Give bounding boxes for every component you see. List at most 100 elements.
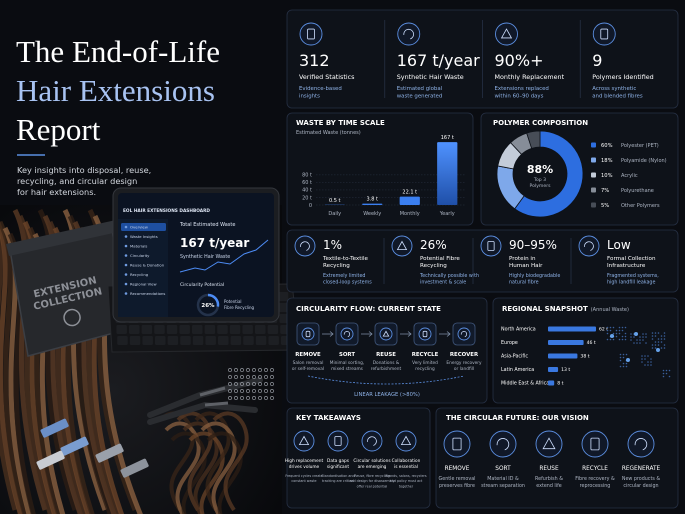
map-dot [654, 344, 657, 346]
flow-arrow [439, 331, 451, 337]
dashboard-caption: Synthetic Hair Waste [180, 254, 230, 260]
key [117, 336, 128, 345]
map-dot [630, 336, 632, 338]
map-dot [651, 338, 654, 340]
icon-glyph [298, 435, 310, 445]
map-dot [619, 356, 622, 359]
map-dot [665, 372, 668, 375]
chart-title: POLYMER COMPOSITION [493, 119, 588, 127]
icon-ring [361, 430, 383, 452]
flow-label: RECOVER [450, 352, 479, 358]
region-label: Europe [501, 340, 518, 346]
impact-value: Low [607, 238, 631, 252]
hair-curl [176, 411, 213, 512]
panel [492, 297, 679, 404]
map-dot [624, 332, 627, 335]
section-title: KEY TAKEAWAYS [296, 414, 361, 422]
legend-label: Other Polymers [621, 203, 660, 209]
map-dot [621, 329, 624, 332]
x-tick-label: Weekly [363, 211, 381, 217]
key [204, 325, 216, 334]
hair-curl [194, 411, 231, 512]
map-dot [618, 338, 621, 341]
flow-arrow [361, 331, 373, 337]
map-dot [641, 355, 643, 357]
icon-glyph [584, 241, 594, 251]
map-dot [624, 338, 627, 341]
icon-glyph [367, 436, 377, 446]
takeaway-label: significant [327, 464, 350, 470]
impact-value: 1% [323, 238, 342, 252]
map-dot [630, 339, 632, 341]
takeaway-note: together [399, 484, 414, 488]
dashboard-label: Total Estimated Waste [179, 222, 235, 228]
micro-ring [228, 375, 232, 379]
flow-note: mixed streams [331, 366, 364, 372]
menu-highlight [121, 223, 166, 231]
map-dot [663, 347, 666, 349]
hbar [548, 326, 596, 332]
dashboard-value: 26% [201, 303, 215, 309]
legend-value: 7% [601, 188, 609, 194]
bar [362, 203, 383, 205]
icon-glyph [460, 331, 467, 338]
donut-center-label: Polymers [530, 183, 552, 189]
donut-segment [526, 130, 541, 149]
map-dot [606, 329, 609, 332]
micro-ring [252, 368, 256, 372]
subtitle: for hair extensions. [17, 187, 96, 197]
micro-ring [240, 396, 244, 400]
legend-swatch [591, 157, 596, 163]
vision-label: REUSE [539, 466, 559, 472]
flow-note: Minimal sorting, [330, 360, 365, 366]
icon-glyph [422, 330, 428, 338]
subtitle: Key insights into disposal, reuse, [17, 165, 151, 175]
panel [286, 112, 474, 226]
hair-curl [182, 421, 219, 514]
map-dot [622, 362, 625, 365]
menu-dot [124, 263, 128, 267]
legend-label: Polyester (PET) [621, 143, 659, 149]
flow-note: Salon removal [293, 360, 324, 366]
icon-ring [293, 430, 315, 452]
value-label: 0.5 t [329, 198, 341, 204]
micro-ring [258, 368, 262, 372]
key [116, 325, 127, 334]
dashboard-title: EOL HAIR EXTENSIONS DASHBOARD [123, 208, 210, 214]
bar [437, 142, 458, 205]
icon-glyph [452, 437, 462, 451]
micro-ring [228, 382, 232, 386]
map-dot [668, 369, 671, 372]
impact-note: closed-loop systems [323, 280, 372, 286]
map-dot [644, 358, 646, 360]
menu-dot [124, 292, 128, 295]
key [154, 325, 165, 334]
tape-weft [36, 450, 65, 470]
map-dot [668, 375, 671, 378]
flow-label: SORT [339, 352, 355, 358]
icon-ring [457, 327, 471, 341]
stat-note: Across synthetic [592, 86, 636, 92]
map-dot [644, 364, 646, 366]
flow-label: RECYCLE [412, 352, 439, 358]
icon-glyph [300, 241, 310, 251]
map-dot [651, 344, 654, 346]
icon-glyph [403, 28, 414, 40]
takeaway-note: and policy must act [390, 479, 423, 483]
vision-note: extend life [536, 483, 562, 489]
key [180, 336, 191, 345]
map-dot [647, 355, 649, 357]
legend-swatch [591, 172, 596, 178]
map-dot [651, 335, 654, 337]
takeaway-label: High replacement [285, 458, 324, 464]
icon-ring [395, 430, 417, 452]
key [278, 303, 290, 312]
micro-ring [252, 396, 256, 400]
menu-dot [124, 235, 128, 238]
hair-strand [0, 221, 24, 514]
vision-note: preserves fibre [439, 483, 475, 489]
impact-note: investment & scale [420, 280, 466, 286]
map-dot [639, 339, 641, 341]
tape-weft [95, 443, 124, 463]
